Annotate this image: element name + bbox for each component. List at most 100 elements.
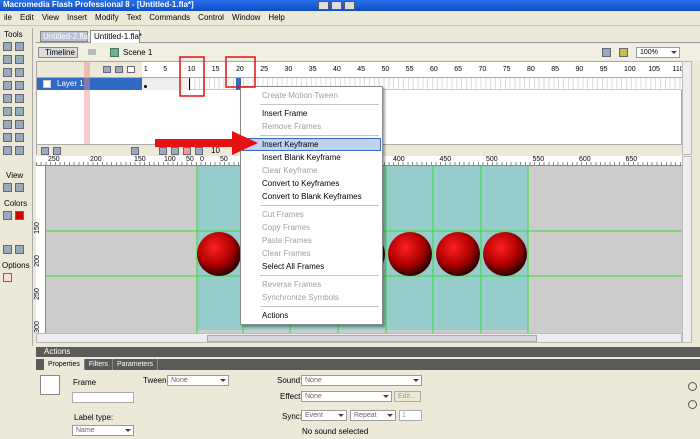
help-icon[interactable] <box>688 382 697 391</box>
zoom-select[interactable]: 100% <box>636 47 680 58</box>
fill-color[interactable] <box>15 211 24 220</box>
ball[interactable] <box>197 232 241 276</box>
effect-select[interactable]: None <box>301 391 392 402</box>
frame-number: 65 <box>454 66 463 73</box>
layer-row[interactable]: Layer 1 <box>37 78 142 90</box>
tool-button[interactable] <box>3 133 12 142</box>
tool-button[interactable] <box>15 81 24 90</box>
sound-select[interactable]: None <box>301 375 422 386</box>
layer-frames[interactable] <box>142 78 683 90</box>
document-tab[interactable]: Untitled-1.fla* <box>90 30 142 43</box>
frame-label-input[interactable] <box>72 392 134 403</box>
ruler-label: 0 <box>200 156 204 163</box>
frame-number: 25 <box>260 66 269 73</box>
menu-item[interactable]: Select All Frames <box>262 262 325 271</box>
stroke-color[interactable] <box>3 211 12 220</box>
repeat-value: Repeat <box>354 412 377 419</box>
tool-button[interactable] <box>3 120 12 129</box>
edit-multiple[interactable] <box>195 147 203 155</box>
back-arrow[interactable] <box>88 49 96 55</box>
eye-icon[interactable] <box>103 66 111 73</box>
tool-button[interactable] <box>3 68 12 77</box>
swap-colors[interactable] <box>3 245 12 254</box>
tool-button[interactable] <box>15 107 24 116</box>
ball[interactable] <box>483 232 527 276</box>
onion-skin[interactable] <box>171 147 179 155</box>
outline-icon[interactable] <box>127 66 135 73</box>
frame-number: 1 <box>143 66 148 73</box>
lock-icon[interactable] <box>115 66 123 73</box>
tool-button[interactable] <box>15 42 24 51</box>
ball[interactable] <box>436 232 480 276</box>
no-color[interactable] <box>15 245 24 254</box>
scroll-thumb[interactable] <box>207 335 537 342</box>
menu-item[interactable]: Text <box>126 13 142 22</box>
timeline-scrollbar[interactable] <box>682 61 692 155</box>
tool-button[interactable] <box>15 146 24 155</box>
ruler-label: 300 <box>33 321 41 333</box>
repeat-count[interactable]: 1 <box>399 410 422 421</box>
stage-scrollbar[interactable] <box>36 333 682 343</box>
tool-button[interactable] <box>3 107 12 116</box>
tool-button[interactable] <box>15 94 24 103</box>
menu-item[interactable]: Control <box>198 13 224 22</box>
tool-button[interactable] <box>3 81 12 90</box>
edit-button[interactable]: Edit... <box>394 391 421 402</box>
label-type-select[interactable]: Name <box>72 425 134 436</box>
menu-item[interactable]: Convert to Keyframes <box>262 179 340 188</box>
delete-layer[interactable] <box>131 147 139 155</box>
tool-button[interactable] <box>3 42 12 51</box>
menu-item[interactable]: Insert Keyframe <box>242 138 381 151</box>
panel-tab[interactable]: Filters <box>85 359 113 370</box>
collapse-icon[interactable] <box>688 400 697 409</box>
tool-button[interactable] <box>15 133 24 142</box>
frame-span <box>142 78 190 90</box>
tool-button[interactable] <box>15 120 24 129</box>
layer-header <box>37 62 142 78</box>
menu-item[interactable]: Actions <box>262 311 289 320</box>
panel-tab[interactable]: Properties <box>44 359 85 370</box>
edit-symbol[interactable] <box>619 48 628 57</box>
repeat-select[interactable]: Repeat <box>350 410 396 421</box>
menu-item[interactable]: Window <box>231 13 261 22</box>
tool-button[interactable] <box>15 68 24 77</box>
hand-tool[interactable] <box>3 183 12 192</box>
window-button[interactable] <box>344 1 355 10</box>
tool-button[interactable] <box>15 55 24 64</box>
menu-item[interactable]: View <box>41 13 60 22</box>
menu-item[interactable]: Edit <box>20 13 34 22</box>
menu-item[interactable]: Insert Blank Keyframe <box>262 153 341 162</box>
menu-item[interactable]: Help <box>268 13 285 22</box>
add-guide[interactable] <box>53 147 61 155</box>
timeline-button-label: Timeline <box>45 48 75 57</box>
window-button[interactable] <box>331 1 342 10</box>
edit-scene[interactable] <box>602 48 611 57</box>
menu-item[interactable]: Convert to Blank Keyframes <box>262 192 362 201</box>
tool-button[interactable] <box>3 146 12 155</box>
document-tab[interactable]: Untitled-2.fla* <box>40 31 91 42</box>
menu-separator <box>260 135 379 136</box>
frame-icon <box>40 375 60 395</box>
tool-button[interactable] <box>3 55 12 64</box>
menu-item[interactable]: Insert Frame <box>262 109 308 118</box>
stage-v-scrollbar[interactable] <box>682 156 692 343</box>
menu-item[interactable]: Insert <box>67 13 88 22</box>
tween-select[interactable]: None <box>167 375 229 386</box>
menu-item[interactable]: Modify <box>95 13 119 22</box>
snap-option[interactable] <box>3 273 12 282</box>
ruler-label: 200 <box>90 156 102 163</box>
center-frame[interactable] <box>159 147 167 155</box>
menu-item[interactable]: Commands <box>149 13 191 22</box>
onion-outline[interactable] <box>183 147 191 155</box>
sound-label: Sound: <box>277 376 303 385</box>
panel-tab[interactable]: Parameters <box>113 359 159 370</box>
window-button[interactable] <box>318 1 329 10</box>
ball[interactable] <box>388 232 432 276</box>
tool-button[interactable] <box>3 94 12 103</box>
menu-item[interactable]: ile <box>4 13 13 22</box>
sync-select[interactable]: Event <box>301 410 347 421</box>
add-layer[interactable] <box>41 147 49 155</box>
actions-panel-header[interactable]: Actions <box>36 347 700 357</box>
zoom-tool[interactable] <box>15 183 24 192</box>
timeline-button[interactable]: Timeline <box>38 47 78 58</box>
